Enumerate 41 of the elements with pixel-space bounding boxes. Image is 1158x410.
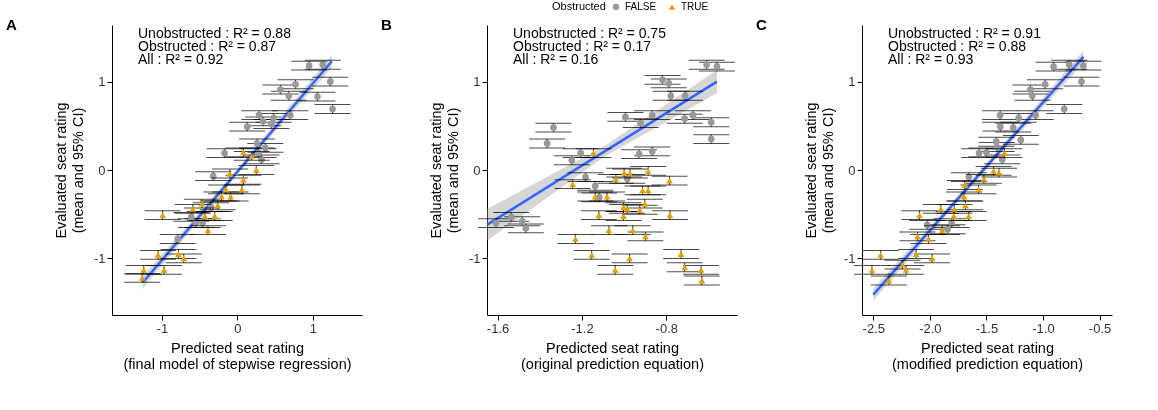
y-tick-label: -1 bbox=[843, 250, 856, 266]
x-tick-label: -1.2 bbox=[571, 320, 594, 336]
annotation: Unobstructed : R² = 0.75 bbox=[513, 25, 667, 41]
x-tick-label: -1.5 bbox=[975, 320, 999, 336]
legend-label: TRUE bbox=[681, 1, 709, 12]
legend-label: FALSE bbox=[625, 1, 657, 12]
x-tick-label: -2.5 bbox=[862, 320, 886, 336]
annotation: Obstructed : R² = 0.17 bbox=[513, 38, 652, 54]
annotation: Unobstructed : R² = 0.88 bbox=[138, 25, 292, 41]
chart-title: B bbox=[380, 16, 392, 33]
y-tick-label: -1 bbox=[468, 250, 481, 266]
chart-title: A bbox=[5, 16, 17, 33]
annotation: All : R² = 0.92 bbox=[138, 51, 224, 67]
y-tick-label: 1 bbox=[98, 74, 106, 90]
legend-title: Obstructed bbox=[552, 0, 606, 12]
y-tick-label: 1 bbox=[848, 74, 856, 90]
annotation: All : R² = 0.16 bbox=[513, 51, 599, 67]
y-axis-title: Evaluated seat rating (mean and 95% CI) bbox=[803, 102, 836, 239]
x-tick-label: -0.8 bbox=[655, 320, 679, 336]
annotation: Obstructed : R² = 0.88 bbox=[888, 38, 1027, 54]
y-tick-label: 0 bbox=[848, 162, 856, 178]
y-tick-label: 0 bbox=[98, 162, 106, 178]
x-tick-label: 0 bbox=[234, 320, 242, 336]
y-tick-label: 0 bbox=[473, 162, 481, 178]
y-tick-label: -1 bbox=[93, 250, 106, 266]
x-tick-label: 1 bbox=[309, 320, 318, 336]
x-axis-title: Predicted seat rating (final model of stepwise regression) bbox=[123, 339, 352, 372]
x-tick-label: -1.6 bbox=[486, 320, 510, 336]
annotation: All : R² = 0.93 bbox=[888, 51, 974, 67]
x-tick-label: -0.5 bbox=[1088, 320, 1112, 336]
annotation: Obstructed : R² = 0.87 bbox=[138, 38, 277, 54]
x-tick-label: -2.0 bbox=[919, 320, 942, 336]
y-tick-label: 1 bbox=[473, 74, 481, 90]
y-axis-title: Evaluated seat rating (mean and 95% CI) bbox=[428, 102, 461, 239]
x-axis-title: Predicted seat rating (modified prediction equation) bbox=[891, 339, 1084, 372]
x-tick-label: -1 bbox=[156, 320, 169, 336]
x-axis-title: Predicted seat rating (original prediction equation) bbox=[521, 339, 704, 372]
x-tick-label: -1.0 bbox=[1032, 320, 1055, 336]
annotation: Unobstructed : R² = 0.91 bbox=[888, 25, 1042, 41]
chart-title: C bbox=[755, 16, 767, 33]
y-axis-title: Evaluated seat rating (mean and 95% CI) bbox=[53, 102, 86, 239]
